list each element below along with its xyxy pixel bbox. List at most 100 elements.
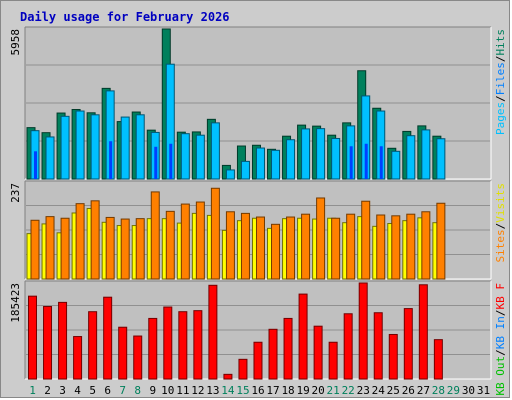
chart-title: Daily usage for February 2026 bbox=[20, 10, 230, 24]
bar-sites-day-1 bbox=[30, 219, 40, 280]
x-tick-label: 13 bbox=[206, 384, 219, 397]
bar-kb-f-day-27 bbox=[418, 284, 428, 380]
bar-kb-f-day-14 bbox=[223, 373, 233, 380]
bar-sites-day-19 bbox=[301, 213, 311, 280]
bar-sites-day-17 bbox=[271, 223, 281, 280]
bar-kb-f-day-28 bbox=[433, 339, 443, 380]
bar-kb-f-day-23 bbox=[358, 282, 368, 380]
bar-sites-day-11 bbox=[180, 203, 190, 280]
bar-files-day-5 bbox=[90, 114, 100, 180]
x-tick-label: 11 bbox=[176, 384, 189, 397]
bar-sites-day-22 bbox=[346, 213, 356, 280]
bar-kb-f-day-25 bbox=[388, 333, 398, 380]
panel-max-label: 5958 bbox=[9, 29, 22, 56]
bar-sites-day-28 bbox=[436, 202, 446, 280]
x-tick-label: 16 bbox=[251, 384, 264, 397]
bar-pages-day-22 bbox=[349, 146, 353, 179]
legend-item: Files bbox=[494, 62, 507, 95]
bar-kb-f-day-1 bbox=[28, 295, 37, 380]
panel-legend: KB Out/KB In/KB F bbox=[494, 283, 507, 396]
x-tick-label: 18 bbox=[281, 384, 294, 397]
bar-kb-f-day-26 bbox=[403, 308, 413, 380]
legend-separator: / bbox=[494, 56, 507, 63]
bar-files-day-19 bbox=[301, 128, 311, 180]
x-tick-label: 7 bbox=[119, 384, 126, 397]
bar-sites-day-27 bbox=[421, 211, 431, 280]
bar-sites-day-5 bbox=[90, 200, 100, 280]
x-tick-label: 25 bbox=[387, 384, 400, 397]
bar-sites-day-4 bbox=[75, 203, 85, 280]
panel-legend: Sites/Visits bbox=[494, 183, 507, 263]
bar-pages-day-23 bbox=[364, 143, 368, 179]
x-tick-label: 19 bbox=[296, 384, 309, 397]
bar-files-day-28 bbox=[436, 138, 446, 180]
legend-item: Pages bbox=[494, 102, 507, 135]
bar-kb-f-day-18 bbox=[283, 317, 293, 380]
bar-files-day-14 bbox=[225, 169, 235, 180]
bar-files-day-12 bbox=[195, 134, 205, 180]
legend-item: KB F bbox=[494, 283, 507, 310]
bar-kb-f-day-7 bbox=[118, 326, 128, 380]
bar-kb-f-day-22 bbox=[343, 313, 353, 380]
bar-sites-day-12 bbox=[195, 201, 205, 280]
x-tick-label: 31 bbox=[477, 384, 490, 397]
x-tick-label: 29 bbox=[447, 384, 460, 397]
bar-sites-day-2 bbox=[45, 216, 55, 280]
x-axis: 1 2 3 4 5 6 7 8 9 10 11 12 13 14 15 16 17 18 19 20 21 22 23 24 2… bbox=[29, 384, 490, 397]
bar-kb-f-day-12 bbox=[193, 310, 203, 380]
bar-kb-f-day-11 bbox=[178, 311, 188, 380]
panel-2: 237 Sites/Visits bbox=[9, 180, 507, 280]
x-tick-label: 6 bbox=[104, 384, 111, 397]
panel-legend: Pages/Files/Hits bbox=[494, 29, 507, 135]
bar-sites-day-23 bbox=[361, 200, 371, 280]
panel-max-label: 185423 bbox=[9, 283, 22, 323]
x-tick-label: 28 bbox=[432, 384, 445, 397]
bar-files-day-26 bbox=[406, 135, 416, 180]
bar-kb-f-day-19 bbox=[298, 293, 308, 380]
bar-kb-f-day-5 bbox=[88, 311, 98, 380]
bar-pages-day-10 bbox=[169, 143, 173, 179]
bar-kb-f-day-6 bbox=[103, 296, 113, 380]
bar-pages-day-24 bbox=[379, 146, 383, 179]
bar-files-day-18 bbox=[286, 139, 296, 180]
legend-item: Hits bbox=[494, 29, 507, 56]
bar-files-day-2 bbox=[45, 136, 55, 180]
bar-sites-day-6 bbox=[105, 216, 115, 280]
x-tick-label: 2 bbox=[44, 384, 51, 397]
bar-kb-f-day-16 bbox=[253, 341, 263, 380]
bar-sites-day-8 bbox=[135, 218, 145, 280]
legend-separator: / bbox=[494, 95, 507, 102]
bar-kb-f-day-13 bbox=[208, 284, 218, 380]
panels-layer: 5958Pages/Files/Hits237Sites/Visits18542… bbox=[9, 26, 507, 396]
bar-pages-day-1 bbox=[34, 151, 37, 179]
bar-kb-f-day-17 bbox=[268, 328, 278, 380]
legend-item: Sites bbox=[494, 229, 507, 262]
bar-sites-day-7 bbox=[120, 218, 130, 280]
bar-files-day-17 bbox=[271, 149, 281, 180]
bar-kb-f-day-2 bbox=[43, 306, 53, 380]
bar-files-day-11 bbox=[180, 133, 190, 180]
bar-sites-day-3 bbox=[60, 217, 70, 280]
bar-kb-f-day-21 bbox=[328, 341, 338, 380]
panel-3: 185423 KB Out/KB In/KB F bbox=[9, 280, 507, 396]
bar-files-day-16 bbox=[255, 147, 265, 180]
x-tick-label: 26 bbox=[402, 384, 415, 397]
x-tick-label: 22 bbox=[342, 384, 355, 397]
bar-files-day-25 bbox=[391, 150, 401, 180]
x-tick-label: 20 bbox=[312, 384, 325, 397]
x-tick-label: 8 bbox=[134, 384, 141, 397]
bar-kb-f-day-8 bbox=[133, 335, 143, 380]
x-tick-label: 4 bbox=[74, 384, 81, 397]
bar-files-day-27 bbox=[421, 129, 431, 180]
x-tick-label: 30 bbox=[462, 384, 475, 397]
x-tick-label: 14 bbox=[221, 384, 235, 397]
bar-kb-f-day-9 bbox=[148, 317, 158, 380]
bar-kb-f-day-10 bbox=[163, 306, 173, 380]
bar-kb-f-day-15 bbox=[238, 358, 248, 380]
x-tick-label: 24 bbox=[372, 384, 386, 397]
legend-item: KB Out bbox=[494, 356, 507, 396]
x-tick-label: 9 bbox=[149, 384, 156, 397]
x-tick-label: 10 bbox=[161, 384, 174, 397]
